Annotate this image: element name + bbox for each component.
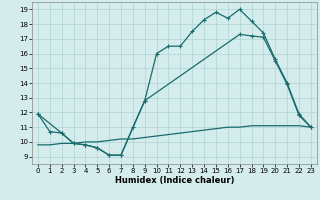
X-axis label: Humidex (Indice chaleur): Humidex (Indice chaleur)	[115, 176, 234, 185]
